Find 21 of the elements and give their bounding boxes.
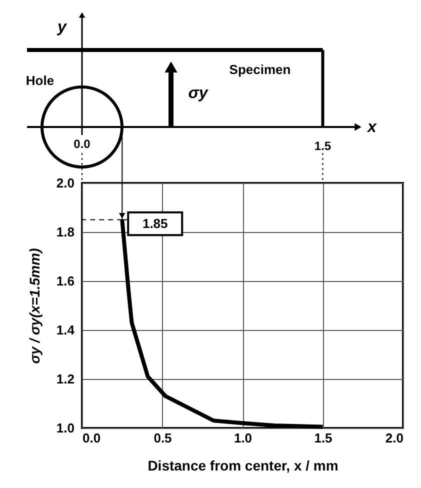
x-axis-title: Distance from center, x / mm [148, 458, 338, 474]
y-axis-title: σy / σy(x=1.5mm) [26, 248, 42, 364]
x-tick-label: 0.0 [82, 430, 101, 446]
text: y [56, 19, 68, 36]
text: 0.0 [74, 137, 91, 151]
y-tick-label: 1.0 [56, 420, 74, 436]
x-tick-label: 2.0 [385, 430, 404, 446]
y-tick-label: 2.0 [56, 176, 74, 190]
y-tick-label: 1.8 [56, 224, 74, 240]
text: 1.5 [314, 139, 332, 153]
text: Specimen [229, 62, 291, 77]
data-label: 1.85 [142, 216, 168, 231]
y-tick-label: 1.6 [56, 274, 74, 288]
y-tick-label: 1.4 [56, 322, 76, 338]
y-tick-label: 1.2 [56, 372, 74, 386]
x-tick-label: 1.5 [314, 430, 332, 446]
text: Hole [26, 73, 54, 88]
text: x [366, 119, 378, 136]
x-tick-label: 0.5 [154, 430, 172, 446]
text: σy [188, 85, 209, 102]
x-tick-label: 1.0 [234, 430, 252, 446]
